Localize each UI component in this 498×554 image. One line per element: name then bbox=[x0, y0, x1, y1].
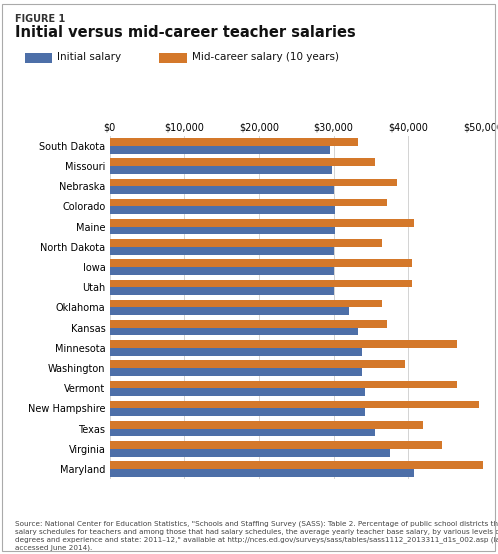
Bar bbox=[110, 408, 365, 416]
Bar bbox=[110, 207, 335, 214]
Bar bbox=[110, 280, 412, 288]
Bar bbox=[110, 449, 390, 456]
Bar bbox=[110, 461, 498, 469]
Bar bbox=[110, 186, 334, 194]
Bar bbox=[110, 307, 349, 315]
Bar bbox=[110, 429, 375, 437]
Bar bbox=[110, 320, 387, 327]
Bar bbox=[110, 146, 330, 153]
Bar bbox=[110, 348, 362, 356]
Text: Mid-career salary (10 years): Mid-career salary (10 years) bbox=[192, 52, 339, 62]
Bar bbox=[110, 388, 365, 396]
Bar bbox=[110, 381, 457, 388]
Bar bbox=[110, 288, 335, 295]
Bar bbox=[110, 259, 412, 267]
Bar bbox=[110, 421, 423, 429]
Text: Initial salary: Initial salary bbox=[57, 52, 122, 62]
Bar bbox=[110, 166, 332, 174]
Bar bbox=[110, 340, 457, 348]
Bar bbox=[110, 227, 335, 234]
Bar bbox=[110, 469, 414, 477]
Bar bbox=[110, 178, 397, 186]
Text: Initial versus mid-career teacher salaries: Initial versus mid-career teacher salari… bbox=[15, 25, 356, 40]
Bar bbox=[110, 247, 335, 254]
Bar bbox=[110, 219, 414, 227]
Bar bbox=[110, 327, 358, 335]
Text: Source: National Center for Education Statistics, "Schools and Staffing Survey (: Source: National Center for Education St… bbox=[15, 521, 498, 551]
Text: FIGURE 1: FIGURE 1 bbox=[15, 14, 65, 24]
Bar bbox=[110, 239, 382, 247]
Bar bbox=[110, 368, 362, 376]
Bar bbox=[110, 199, 387, 207]
Bar bbox=[110, 361, 404, 368]
Bar bbox=[110, 401, 480, 408]
Bar bbox=[110, 158, 375, 166]
Bar bbox=[110, 267, 335, 275]
Bar bbox=[110, 441, 442, 449]
Bar bbox=[110, 138, 358, 146]
Bar bbox=[110, 300, 382, 307]
